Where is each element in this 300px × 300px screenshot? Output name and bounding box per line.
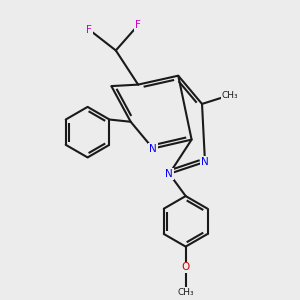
Text: N: N — [149, 143, 157, 154]
Text: O: O — [182, 262, 190, 272]
Text: F: F — [86, 25, 92, 34]
Text: N: N — [165, 169, 173, 179]
Text: F: F — [135, 20, 141, 30]
Text: N: N — [201, 157, 209, 167]
Text: CH₃: CH₃ — [177, 288, 194, 297]
Text: CH₃: CH₃ — [222, 91, 238, 100]
